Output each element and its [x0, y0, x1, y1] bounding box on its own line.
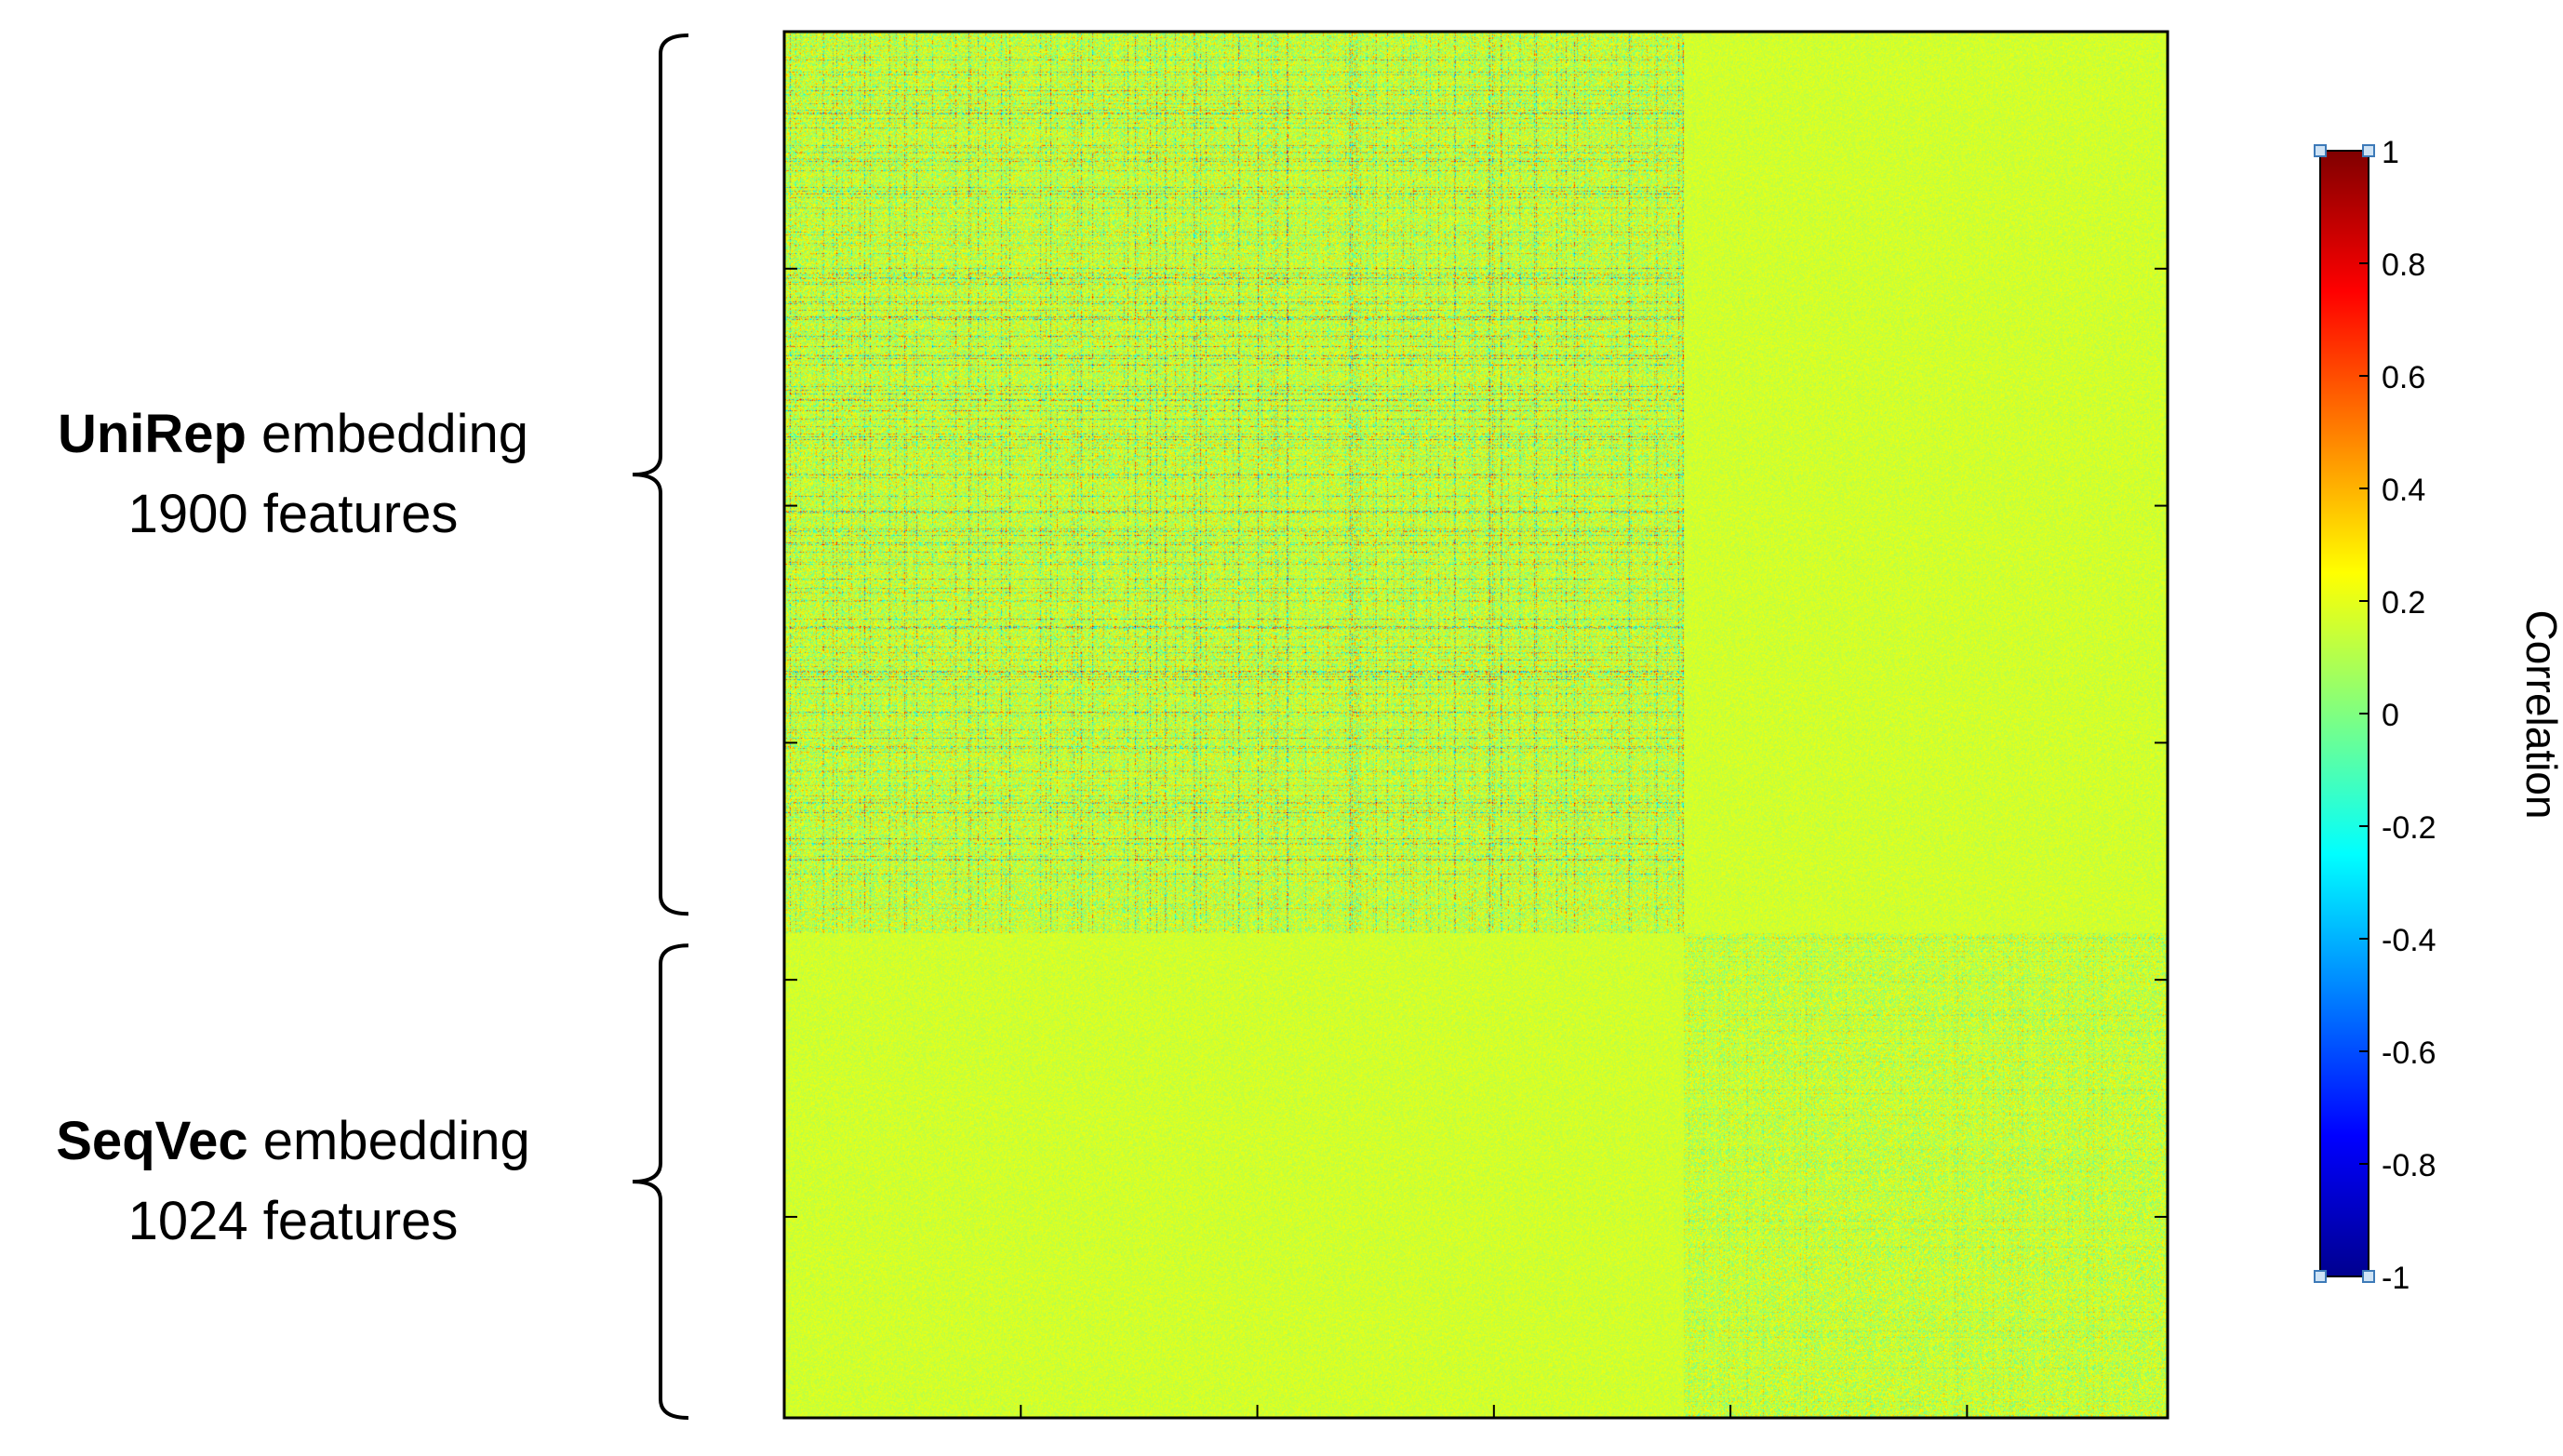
axis-ticks — [784, 267, 2168, 1418]
group-name-label: SeqVec embedding — [56, 1111, 530, 1171]
colorbar-tick-label: 0.8 — [2382, 247, 2425, 283]
colorbar-label: Correlation — [2517, 610, 2563, 820]
group-count-label: 1900 features — [128, 484, 459, 544]
group-name-bold: UniRep — [58, 404, 247, 464]
colorbar-tick-label: 1 — [2382, 135, 2399, 170]
group-braces — [632, 33, 689, 1420]
group-brace — [632, 943, 689, 1420]
colorbar-tick-label: -0.2 — [2382, 810, 2436, 846]
colorbar-ticks: 1 0.8 0.6 0.4 0.2 0 -0.2 -0.4 -0.6 -0.8 -1 — [2314, 135, 2436, 1296]
heatmap-canvas — [784, 32, 2168, 1418]
colorbar-tick-label: 0.2 — [2382, 585, 2425, 621]
colorbar-handle — [2314, 1270, 2327, 1283]
colorbar-tick-label: -0.8 — [2382, 1148, 2436, 1183]
colorbar-tick-label: -0.6 — [2382, 1035, 2436, 1071]
colorbar-handle — [2362, 144, 2375, 157]
group-count-label: 1024 features — [128, 1191, 459, 1251]
group-name-bold: SeqVec — [56, 1111, 247, 1171]
colorbar-handle — [2314, 144, 2327, 157]
colorbar-tick-label: 0 — [2382, 698, 2399, 733]
colorbar-tick-label: -1 — [2382, 1261, 2409, 1296]
colorbar: 1 0.8 0.6 0.4 0.2 0 -0.2 -0.4 -0.6 -0.8 -1 Correla… — [2314, 135, 2563, 1296]
group-name-label: UniRep embedding — [58, 404, 528, 464]
group-name-rest: embedding — [247, 404, 528, 464]
colorbar-tick-label: -0.4 — [2382, 923, 2436, 958]
group-name-rest: embedding — [248, 1111, 530, 1171]
colorbar-tick-label: 0.6 — [2382, 360, 2425, 395]
plot-frame — [782, 30, 2169, 1420]
colorbar-tick-label: 0.4 — [2382, 473, 2425, 508]
group-brace — [632, 33, 689, 916]
colorbar-handle — [2362, 1270, 2375, 1283]
heatmap-area — [784, 32, 2168, 1418]
group-labels: UniRep embedding 1900 features SeqVec embe… — [56, 404, 530, 1251]
